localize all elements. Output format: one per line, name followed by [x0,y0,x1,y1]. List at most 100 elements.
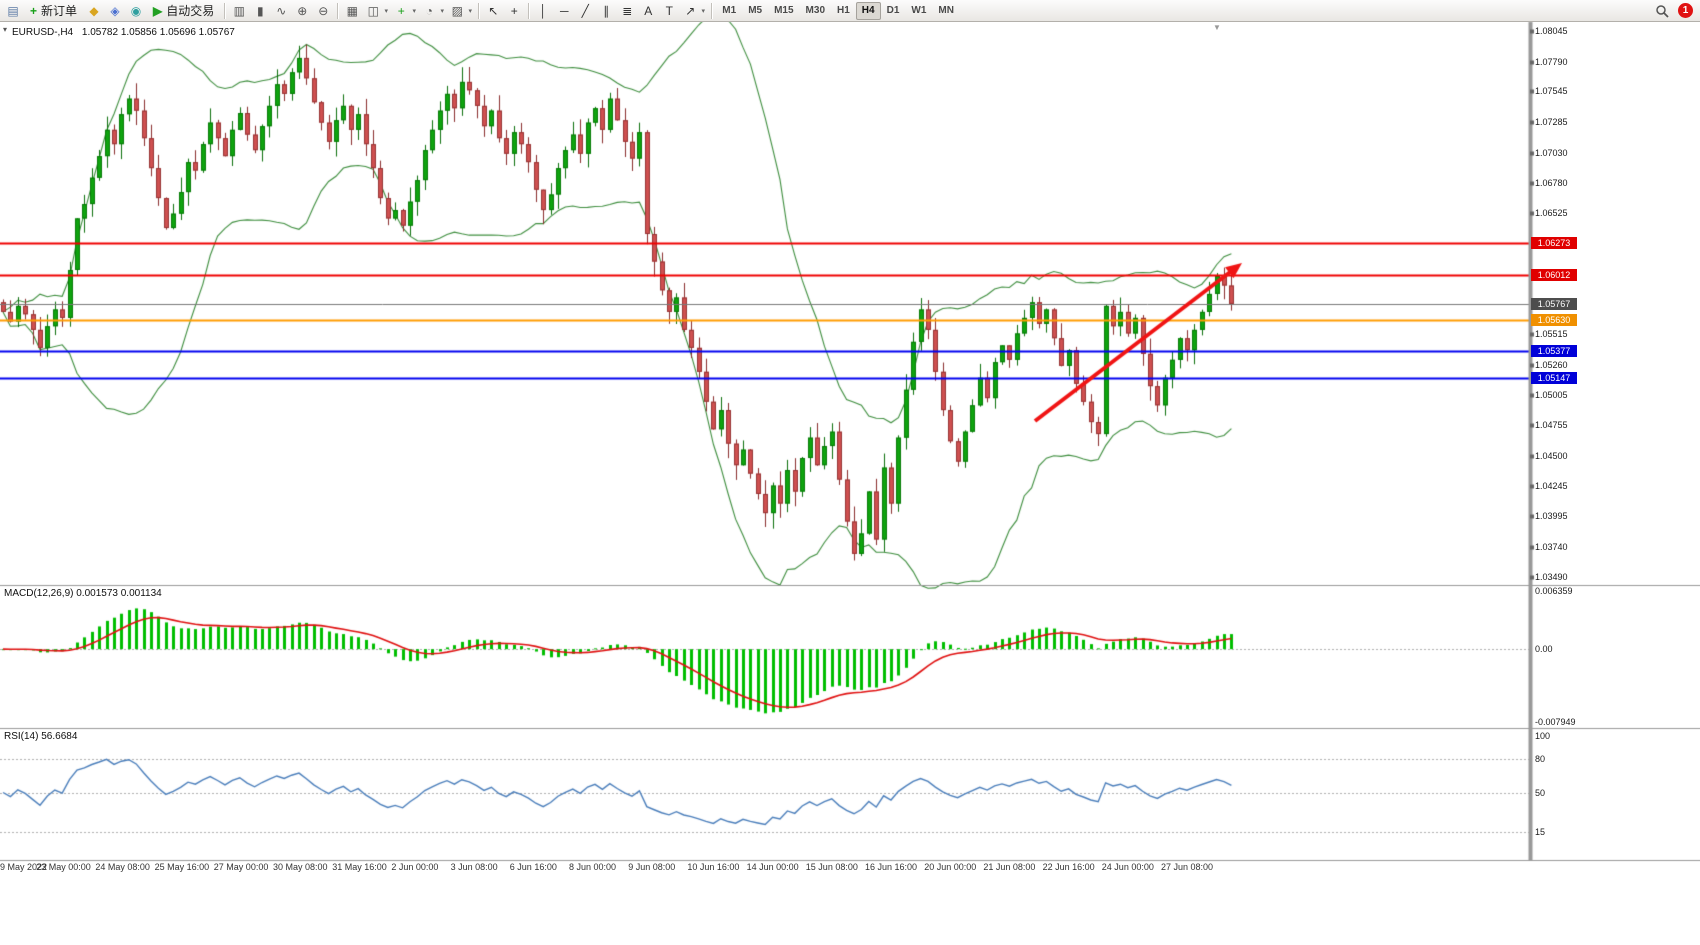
time-axis-label: 8 Jun 00:00 [569,862,617,872]
timeframe-button-m1[interactable]: M1 [722,4,737,16]
price-level-badge: 1.06012 [1531,268,1577,281]
price-axis-label: 1.04245 [1535,481,1568,492]
price-level-badge: 1.06273 [1531,237,1577,250]
fibonacci-icon[interactable]: ≣ [622,3,633,18]
new-order-button-icon: + [30,3,38,18]
notification-badge[interactable]: 1 [1678,3,1693,18]
time-axis-label: 25 May 16:00 [154,862,210,872]
shapes-button[interactable]: ↗ [685,3,696,18]
text-icon[interactable]: A [644,3,653,18]
candlestick-chart-icon[interactable]: ▮ [256,3,264,18]
time-axis-label: 23 May 00:00 [36,862,91,872]
price-axis-label: 1.06780 [1535,177,1568,188]
dropdown-caret-icon[interactable]: ▾ [412,7,417,15]
timeframe-button-m5[interactable]: M5 [748,4,763,16]
price-axis-label: 1.05515 [1535,329,1568,340]
time-axis-label: 6 Jun 16:00 [509,862,557,872]
market-icon[interactable]: ◉ [130,3,142,18]
zoom-in-icon[interactable]: ⊕ [297,3,308,18]
rsi-axis-label: 50 [1535,787,1546,798]
time-axis-label: 27 May 00:00 [213,862,269,872]
trendline-icon[interactable]: ╱ [581,3,589,18]
toolbar-right: 1 [1652,2,1697,20]
dropdown-caret-icon[interactable]: ▾ [701,7,706,15]
timeframe-button-mn[interactable]: MN [938,4,954,16]
time-axis-label: 22 Jun 16:00 [1042,862,1095,872]
toolbar-separator [224,2,226,19]
timeframe-button-h1[interactable]: H1 [837,4,850,16]
horizontal-line-icon[interactable]: ─ [560,3,569,18]
templates-button[interactable]: ▨ [451,3,463,18]
price-axis-label: 1.07790 [1535,56,1568,67]
price-axis-label: 1.03740 [1535,541,1568,552]
toolbar-separator [711,2,713,19]
favorites-icon[interactable]: ◆ [89,3,99,18]
line-chart-icon[interactable]: ∿ [276,3,287,18]
periods-button[interactable]: ◔ [425,3,433,18]
price-axis-label: 1.05005 [1535,390,1568,401]
indicators-button[interactable]: + [397,3,405,18]
price-level-badge: 1.05377 [1531,344,1577,357]
arrange-windows-icon[interactable]: ◫ [367,3,379,18]
vertical-line-icon[interactable]: │ [539,3,548,18]
new-order-button[interactable]: + 新订单 [24,2,83,20]
search-icon[interactable] [1652,2,1672,20]
price-axis-label: 1.03995 [1535,511,1568,522]
timeframe-button-m30[interactable]: M30 [805,4,825,16]
rsi-value-label: RSI(14) 56.6684 [4,731,78,742]
channel-icon[interactable]: ∥ [603,3,610,18]
price-axis-label: 1.07285 [1535,117,1568,128]
price-axis-label: 1.04500 [1535,450,1568,461]
price-level-badge: 1.05630 [1531,314,1577,327]
price-axis-label: 1.08045 [1535,25,1568,36]
cursor-icon[interactable]: ↖ [488,3,499,18]
price-axis-label: 1.05260 [1535,359,1568,370]
time-axis-label: 21 Jun 08:00 [983,862,1036,872]
price-axis-label: 1.04755 [1535,420,1568,431]
time-axis-label: 20 Jun 00:00 [924,862,977,872]
macd-legend: MACD(12,26,9) 0.001573 0.001134 [4,588,162,599]
time-axis-label: 31 May 16:00 [332,862,387,872]
ohlc-values-label: 1.05782 1.05856 1.05696 1.05767 [81,27,235,38]
timeframe-group: M1 M5 M15 M30 H1 H4 D1 W1 MN [716,1,960,20]
timeframe-button-d1[interactable]: D1 [886,4,900,16]
bars-chart-icon[interactable]: ▥ [233,3,245,18]
dropdown-caret-icon[interactable]: ▾ [440,7,445,15]
time-axis-label: 24 May 08:00 [95,862,150,872]
timeframe-button-w1[interactable]: W1 [911,4,927,16]
rsi-axis-label: 15 [1535,827,1546,838]
time-axis-label: 27 Jun 08:00 [1161,862,1214,872]
community-icon[interactable]: ◈ [110,3,120,18]
dropdown-caret-icon[interactable]: ▾ [384,7,389,15]
zoom-out-icon[interactable]: ⊖ [318,3,329,18]
crosshair-icon[interactable]: + [510,3,518,18]
time-axis-label: 14 Jun 00:00 [746,862,799,872]
toolbar: ▤ + 新订单 ◆ ◈ ◉ ▶ 自动交易 ▥ ▮ ∿ ⊕ ⊖ ▦ ◫ ▾ + ▾ ◔ ▾ ▨ ▾ ↖ + │ ─ ╱ ∥ ≣ A T ↗ ▾ M1… [0,0,1700,22]
toolbar-separator [337,2,339,19]
one-click-trading-toggle[interactable]: ▾ [3,25,8,34]
time-axis-label: 16 Jun 16:00 [865,862,918,872]
price-axis-label: 1.06525 [1535,208,1568,219]
chart-shift-marker[interactable]: ▼ [1213,23,1221,32]
tile-windows-icon[interactable]: ▦ [346,3,358,18]
time-axis-label: 9 May 2022 [0,862,48,872]
time-axis-label: 15 Jun 08:00 [805,862,858,872]
chart-window-icon[interactable]: ▤ [7,3,19,18]
time-axis-label: 2 Jun 00:00 [391,862,439,872]
autotrading-button[interactable]: ▶ 自动交易 [147,2,220,20]
timeframe-button-h4[interactable]: H4 [855,1,881,20]
price-level-badge: 1.05147 [1531,372,1577,385]
dropdown-caret-icon[interactable]: ▾ [468,7,473,15]
price-axis-label: 1.03490 [1535,571,1568,582]
price-level-badge: 1.05767 [1531,297,1577,310]
label-icon[interactable]: T [665,3,673,18]
time-axis-label: 3 Jun 08:00 [450,862,498,872]
timeframe-button-m15[interactable]: M15 [774,4,794,16]
macd-axis-label: 0.006359 [1535,586,1573,597]
rsi-axis-label: 100 [1535,731,1551,741]
rsi-axis-label: 80 [1535,753,1546,764]
autotrading-button-icon: ▶ [153,3,163,18]
price-axis-label: 1.07545 [1535,85,1568,96]
